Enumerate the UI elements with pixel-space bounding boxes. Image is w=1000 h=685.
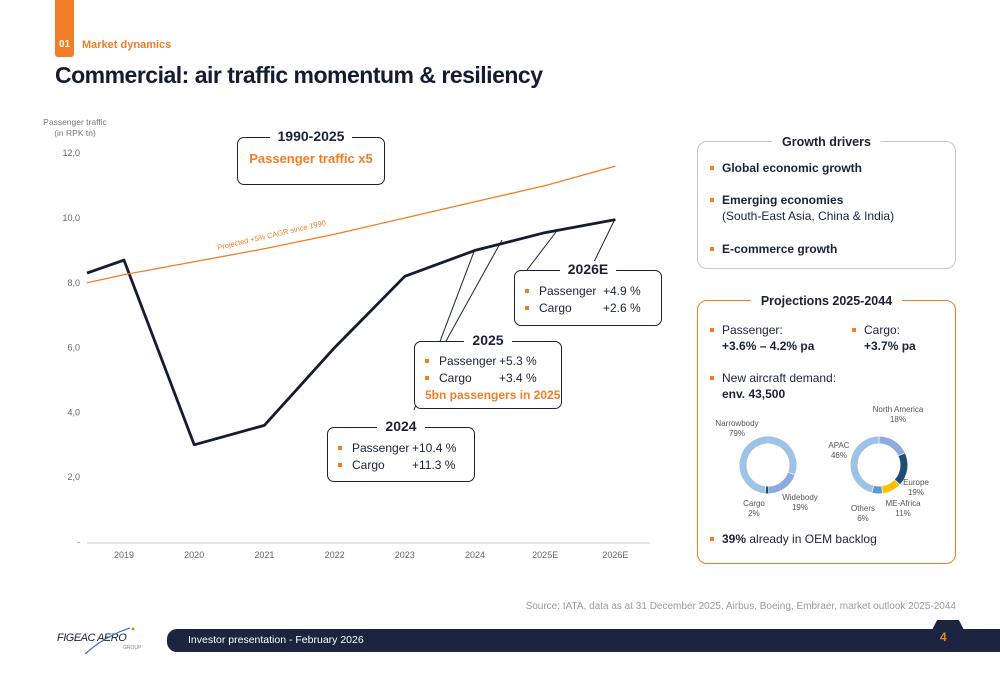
y-tick-label: - <box>77 537 80 547</box>
region-donut-slice-others <box>872 485 883 494</box>
label-apac: APAC 46% <box>828 441 850 460</box>
presentation-title: Investor presentation - February 2026 <box>188 634 364 646</box>
projections-panel: Projections 2025-2044 Passenger: +3.6% – … <box>697 294 956 564</box>
page-title: Commercial: air traffic momentum & resil… <box>55 62 543 88</box>
label-me-africa: ME-Africa 11% <box>885 499 921 518</box>
label-widebody: Widebody 19% <box>782 493 818 512</box>
x-tick-label: 2026E <box>602 550 628 560</box>
label-cargo: Cargo 2% <box>743 499 765 518</box>
page-tab <box>931 620 965 632</box>
callout-2024: 2024 Passenger +10.4 % Cargo +11.3 % <box>327 418 475 482</box>
label-north-america: North America 18% <box>872 405 924 424</box>
callout-text: Passenger traffic x5 <box>249 151 373 166</box>
svg-text:FIGEAC AERO: FIGEAC AERO <box>57 632 127 644</box>
x-tick-label: 2019 <box>114 550 134 560</box>
source-note: Source: IATA, data as at 31 December 202… <box>525 601 956 612</box>
footer-bar <box>167 629 1000 652</box>
callout-2025: 2025 Passenger +5.3 % Cargo +3.4 % 5bn pas… <box>414 332 562 409</box>
type-donut-slice-narrowbody <box>739 436 797 494</box>
label-europe: Europe 19% <box>903 478 929 497</box>
figeac-aero-logo: FIGEAC AERO GROUP <box>55 626 147 656</box>
x-tick-label: 2021 <box>254 550 274 560</box>
callout-title: 1990-2025 <box>269 128 353 144</box>
y-tick-label: 8,0 <box>67 278 80 288</box>
callout-1990-2025: 1990-2025 Passenger traffic x5 <box>237 128 385 185</box>
section-number-tab: 01 <box>55 0 74 57</box>
callout-2026e: 2026E Passenger +4.9 % Cargo +2.6 % <box>514 261 662 326</box>
x-tick-label: 2022 <box>325 550 345 560</box>
y-tick-label: 6,0 <box>67 343 80 353</box>
x-tick-label: 2024 <box>465 550 485 560</box>
region-donut-slice-north-america <box>879 436 905 456</box>
section-label: Market dynamics <box>82 39 172 51</box>
x-tick-label: 2023 <box>395 550 415 560</box>
label-others: Others 6% <box>850 504 875 523</box>
label-narrowbody: Narrowbody 79% <box>715 419 759 438</box>
callout-leader-line <box>445 239 503 342</box>
page-number: 4 <box>940 630 947 644</box>
x-tick-label: 2025E <box>532 550 558 560</box>
region-donut-slice-me-africa <box>881 479 900 494</box>
region-donut-slice-apac <box>850 436 879 493</box>
region-donut-slice-europe <box>894 453 908 485</box>
y-tick-label: 10,0 <box>62 213 80 223</box>
callout-leader-line <box>526 231 557 271</box>
y-tick-label: 4,0 <box>67 407 80 417</box>
y-tick-label: 12,0 <box>62 148 80 158</box>
y-tick-label: 2,0 <box>67 472 80 482</box>
type-donut-slice-widebody <box>768 472 795 494</box>
x-tick-label: 2020 <box>184 550 204 560</box>
growth-drivers-panel: Growth drivers Global economic growth Em… <box>697 135 956 269</box>
y-axis-label: Passenger traffic (in RPK tn) <box>43 117 107 138</box>
svg-text:GROUP: GROUP <box>123 645 142 651</box>
